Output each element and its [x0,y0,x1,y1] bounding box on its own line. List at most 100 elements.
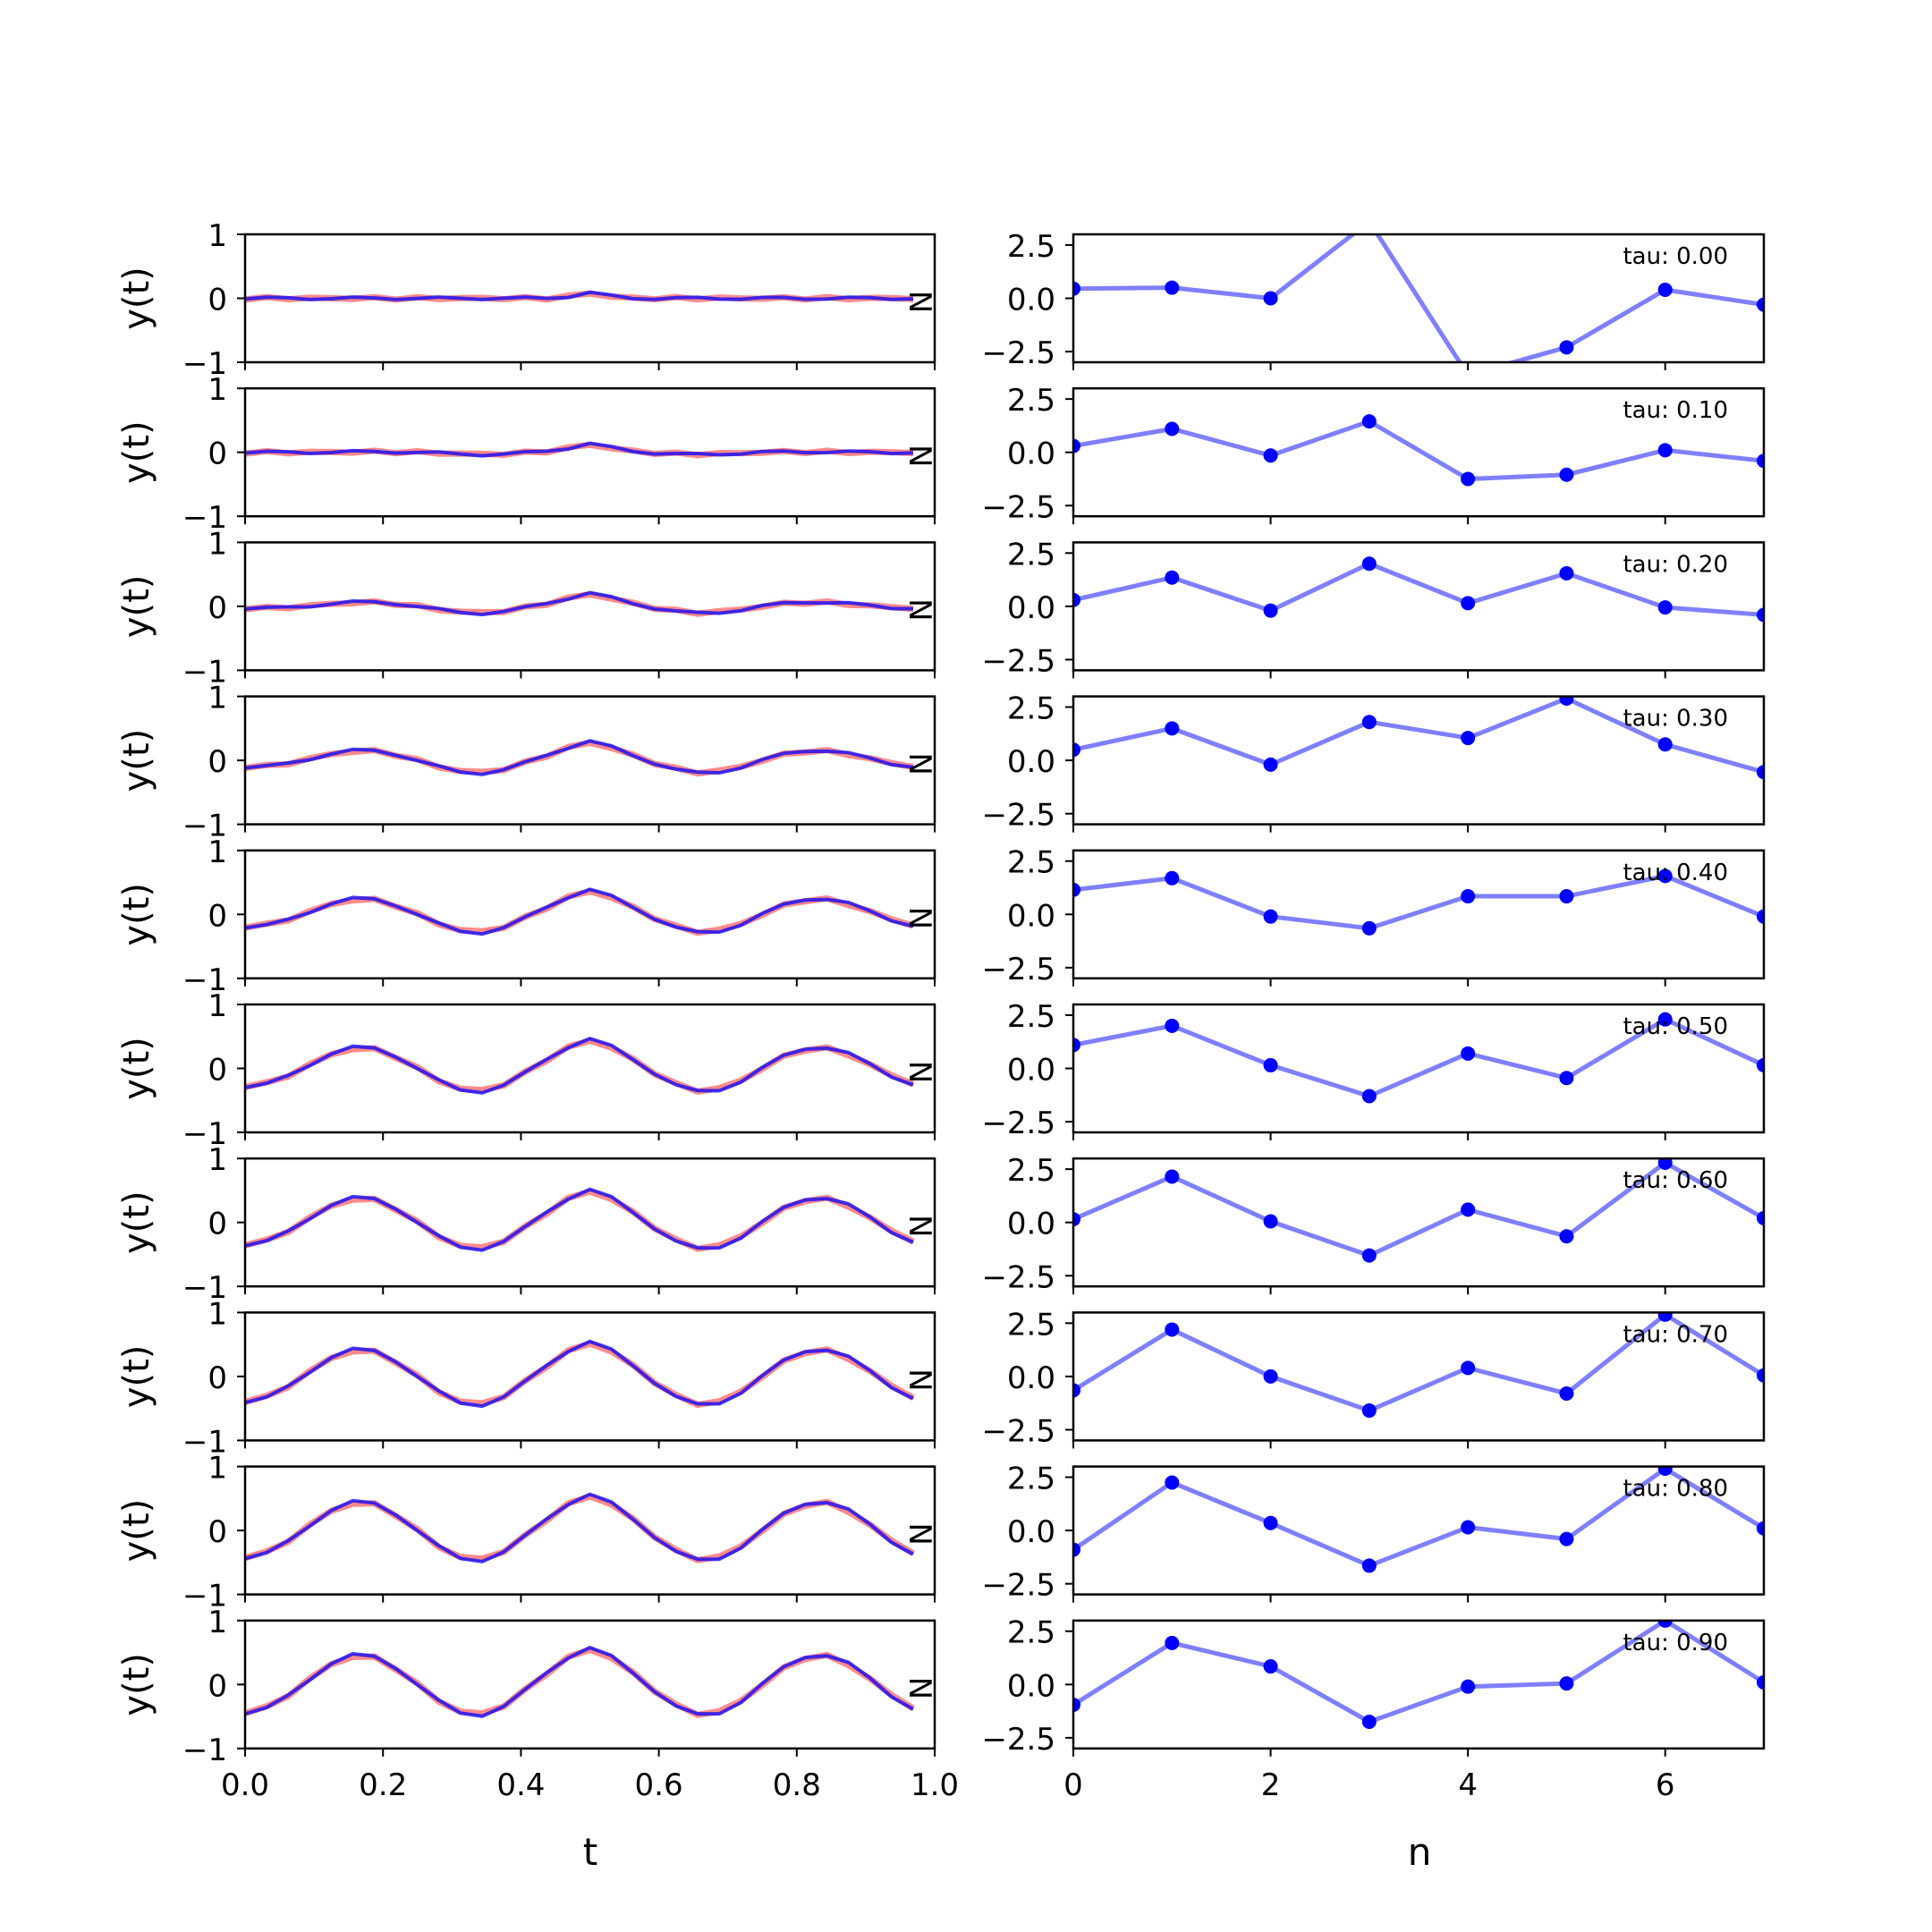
y-tick-label: −1 [182,809,227,844]
coefficient-plot-area [1073,1312,1764,1419]
x-tick-label: 6 [1656,1767,1675,1803]
signal-ylabel: y(t) [116,267,157,330]
coefficient-point [1361,1558,1377,1573]
coefficient-plot-area [1073,1466,1764,1573]
signal-panel: 1 0 −1 y(t) N [116,1296,937,1460]
signal-ylabel: y(t) [116,1345,157,1409]
signal-panel: 1 0 −1 y(t) N [116,681,937,844]
coefficient-point [1559,1071,1574,1086]
coefficient-point [1461,1679,1476,1694]
tau-annotation: tau: 0.00 [1623,243,1728,270]
coefficient-panel: 2.5 0.0 −2.5 tau: 0.70 [981,1307,1766,1449]
coefficient-point [1263,1659,1278,1674]
signal-axes-frame [243,1003,936,1134]
y-tick-label: 1 [208,526,227,562]
coefficient-point [1263,1368,1278,1384]
y-tick-label: −1 [182,1270,227,1306]
coefficient-plot-area [1073,234,1764,362]
x-tick-label: 0.0 [221,1767,269,1803]
x-tick-label: 0.4 [496,1767,545,1803]
coefficient-line [1073,561,1764,617]
red-series-line [244,888,914,936]
y-tick-label: 2.5 [1007,537,1055,572]
coefficient-point [1657,737,1673,752]
signal-panels: 1 0 −1 y(t) N 1 0 −1 y(t) N 1 0 −1 y(t) N 1 0 −1 y(t) N 1 0 −1… [116,218,959,1803]
tau-annotation: tau: 0.90 [1623,1630,1728,1657]
coefficient-point [1461,731,1476,746]
x-tick-label: 1.0 [911,1767,959,1803]
y-tick-label: 1 [208,1296,227,1332]
blue-series-line [244,1037,914,1095]
blue-series-line [244,590,913,617]
signal-ylabel: y(t) [116,883,157,946]
y-tick-label: 0.0 [1007,1514,1055,1550]
coefficient-point [1165,421,1180,436]
coefficient-point [1559,467,1574,482]
y-tick-label: 0 [208,744,227,780]
end-marker-label: N [902,1677,937,1699]
y-tick-label: −1 [182,654,227,690]
signal-panel: 1 0 −1 y(t) N [116,1142,937,1306]
y-tick-label: −2.5 [981,1413,1055,1449]
coefficient-point [1657,1158,1673,1170]
coefficient-panel: 2.5 0.0 −2.5 tau: 0.20 [981,537,1766,679]
tau-annotation: tau: 0.80 [1623,1476,1728,1503]
coefficient-point [1073,1383,1080,1398]
coefficient-point [1263,909,1278,924]
coefficient-point [1657,1312,1673,1322]
coefficient-plot-area [1073,1620,1764,1730]
coefficient-point [1073,438,1080,453]
end-marker-label: N [902,445,937,467]
coefficient-line [1073,1016,1764,1099]
x-tick-label: 0.6 [635,1767,683,1803]
signal-ylabel: y(t) [116,1037,157,1100]
coefficient-point [1165,870,1180,886]
coefficient-point [1559,565,1574,580]
y-tick-label: 1 [208,218,227,254]
coefficient-line [1073,1159,1764,1258]
y-tick-label: 0 [208,1360,227,1396]
coefficient-point [1361,715,1377,730]
y-tick-label: 1 [208,988,227,1024]
y-tick-label: −2.5 [981,489,1055,525]
coefficient-point [1757,1674,1764,1690]
coefficient-point [1657,600,1673,615]
y-tick-label: 0.0 [1007,436,1055,472]
coefficient-point [1073,1038,1080,1053]
end-marker-label: N [902,598,937,621]
y-tick-label: 0 [208,1514,227,1550]
end-marker-label: N [902,1368,937,1391]
signal-axes-frame [243,1465,936,1596]
y-tick-label: −2.5 [981,1259,1055,1295]
coefficient-point [1559,889,1574,904]
y-tick-label: 0.0 [1007,744,1055,780]
y-tick-label: 0 [208,1053,227,1089]
signal-ylabel: y(t) [116,1499,157,1563]
x-tick-label: 4 [1458,1767,1478,1803]
coefficient-point [1559,1676,1574,1691]
end-marker-label: N [902,1215,937,1237]
coefficient-panel: 2.5 0.0 −2.5 tau: 0.00 [981,229,1766,371]
coefficient-panel: 2.5 0.0 −2.5 tau: 0.80 [981,1462,1766,1604]
end-marker-label: N [902,1061,937,1083]
coefficient-point [1757,1368,1764,1383]
coefficient-point [1559,340,1574,355]
blue-series-line [244,290,914,301]
coefficient-point [1461,1202,1476,1217]
red-series-line [244,739,914,777]
coefficient-plot-area [1073,869,1764,936]
tau-annotation: tau: 0.40 [1623,860,1728,886]
right-xlabel: n [1408,1830,1432,1874]
coefficient-point [1073,1542,1080,1557]
coefficient-point [1559,1229,1574,1244]
coefficient-point [1073,281,1080,296]
left-xlabel: t [583,1830,597,1874]
signal-panel: 1 0 −1 y(t) N [116,218,937,382]
y-tick-label: 0 [208,1668,227,1704]
coefficient-point [1461,1520,1476,1535]
coefficient-panel: 2.5 0.0 −2.5 tau: 0.40 [981,845,1766,987]
y-tick-label: 0.0 [1007,1360,1055,1396]
coefficient-point [1757,453,1764,469]
coefficient-panel: 2.5 0.0 −2.5 tau: 0.50 [981,999,1766,1141]
coefficient-point [1263,291,1278,306]
